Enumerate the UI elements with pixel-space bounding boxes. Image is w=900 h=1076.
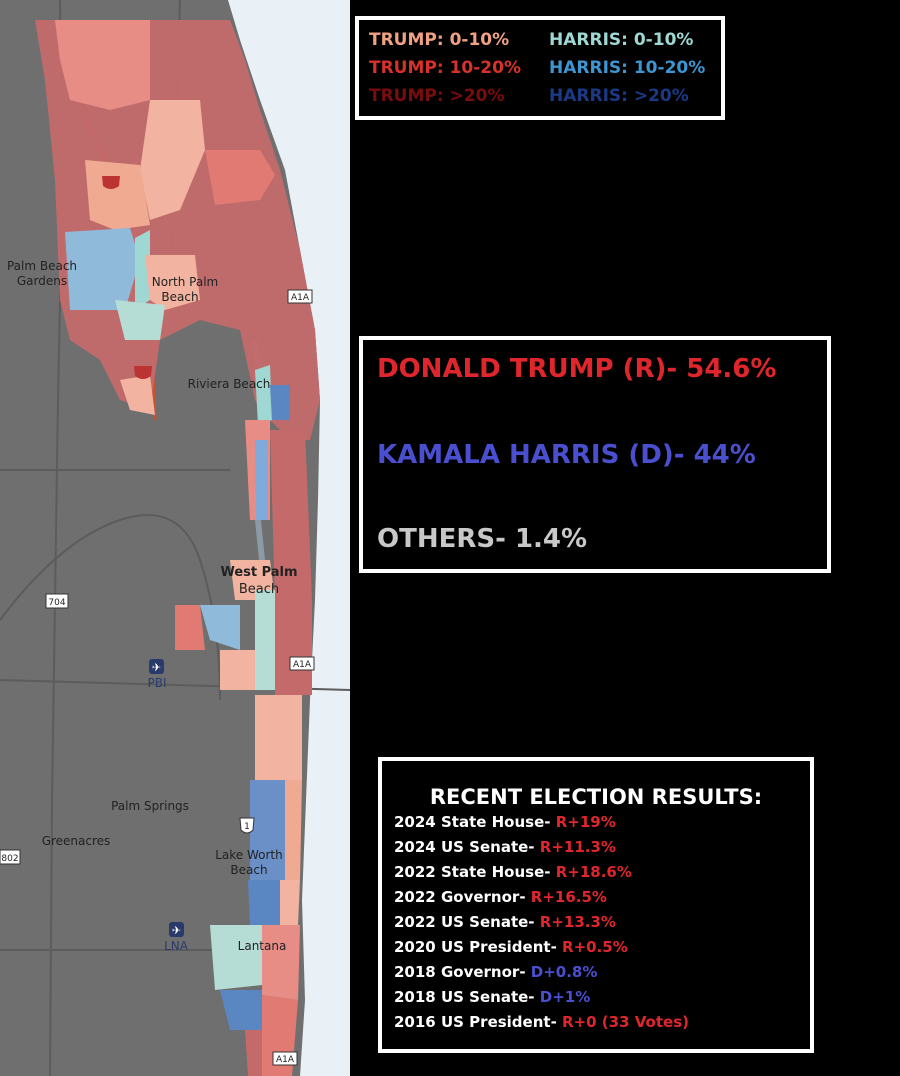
shield-704: 704	[45, 593, 69, 609]
svg-text:A1A: A1A	[276, 1055, 295, 1065]
legend-item: TRUMP: >20%	[369, 86, 505, 106]
race-margin: R+13.3%	[539, 913, 616, 931]
race-margin: D+0.8%	[530, 963, 598, 981]
svg-text:704: 704	[48, 598, 65, 608]
legend-item: TRUMP: 0-10%	[369, 30, 510, 50]
shield-a1a: A1A	[289, 656, 315, 671]
race-name: 2020 US President-	[394, 938, 557, 956]
result-row: 2018 US Senate- D+1%	[394, 988, 590, 1006]
trump-total: DONALD TRUMP (R)- 54.6%	[377, 354, 777, 384]
race-margin: D+1%	[539, 988, 591, 1006]
race-name: 2018 US Senate-	[394, 988, 535, 1006]
race-margin: R+16.5%	[530, 888, 607, 906]
label-greenacres: Greenacres	[42, 834, 111, 848]
label-west-palm-2: Beach	[239, 582, 279, 597]
race-name: 2016 US President-	[394, 1013, 557, 1031]
label-lna: LNA	[164, 939, 189, 953]
race-margin: R+0.5%	[562, 938, 628, 956]
race-name: 2022 US Senate-	[394, 913, 535, 931]
label-north-palm-1: North Palm	[152, 275, 218, 289]
precinct-map: Palm Beach Gardens North Palm Beach Rivi…	[0, 0, 350, 1076]
label-palm-beach-gardens-1: Palm Beach	[7, 259, 77, 273]
label-lake-worth-1: Lake Worth	[215, 848, 283, 862]
label-lantana: Lantana	[238, 939, 287, 953]
race-name: 2024 State House-	[394, 813, 551, 831]
race-margin: R+11.3%	[539, 838, 616, 856]
ocean	[228, 0, 350, 1076]
label-lake-worth-2: Beach	[230, 863, 267, 877]
airport-icon: ✈	[169, 922, 184, 937]
race-name: 2022 Governor-	[394, 888, 526, 906]
interstate-shield-icon	[134, 366, 152, 379]
result-row: 2018 Governor- D+0.8%	[394, 963, 597, 981]
label-palm-beach-gardens-2: Gardens	[17, 274, 67, 288]
label-west-palm-1: West Palm	[220, 565, 297, 580]
legend-item: HARRIS: 0-10%	[549, 30, 694, 50]
svg-text:✈: ✈	[172, 924, 181, 937]
vote-totals: DONALD TRUMP (R)- 54.6% KAMALA HARRIS (D…	[359, 336, 831, 573]
result-row: 2022 State House- R+18.6%	[394, 863, 632, 881]
label-palm-springs: Palm Springs	[111, 799, 189, 813]
svg-text:✈: ✈	[152, 661, 161, 674]
race-name: 2024 US Senate-	[394, 838, 535, 856]
result-row: 2022 Governor- R+16.5%	[394, 888, 607, 906]
race-margin: R+19%	[555, 813, 616, 831]
harris-total: KAMALA HARRIS (D)- 44%	[377, 440, 756, 470]
legend-item: HARRIS: >20%	[549, 86, 689, 106]
shield-802: 802	[0, 849, 21, 865]
others-total: OTHERS- 1.4%	[377, 524, 588, 554]
shield-us1: 1	[239, 817, 255, 834]
svg-text:1: 1	[244, 822, 250, 832]
svg-text:802: 802	[1, 854, 18, 864]
shield-a1a: A1A	[272, 1051, 298, 1066]
legend: TRUMP: 0-10% HARRIS: 0-10% TRUMP: 10-20%…	[355, 16, 725, 120]
result-row: 2016 US President- R+0 (33 Votes)	[394, 1013, 689, 1031]
race-margin: R+0 (33 Votes)	[562, 1013, 689, 1031]
shield-a1a: A1A	[287, 289, 313, 304]
svg-text:A1A: A1A	[293, 660, 312, 670]
precincts	[35, 20, 320, 1076]
label-riviera-beach: Riviera Beach	[188, 377, 271, 391]
label-pbi: PBI	[147, 676, 166, 690]
interstate-shield-icon	[102, 176, 120, 189]
airport-icon: ✈	[149, 659, 164, 674]
legend-item: HARRIS: 10-20%	[549, 58, 706, 78]
result-row: 2020 US President- R+0.5%	[394, 938, 628, 956]
recent-results: RECENT ELECTION RESULTS: 2024 State Hous…	[378, 757, 814, 1053]
recent-results-header: RECENT ELECTION RESULTS:	[429, 785, 763, 809]
race-margin: R+18.6%	[555, 863, 632, 881]
svg-text:A1A: A1A	[291, 293, 310, 303]
race-name: 2018 Governor-	[394, 963, 526, 981]
label-north-palm-2: Beach	[161, 290, 198, 304]
legend-item: TRUMP: 10-20%	[369, 58, 521, 78]
race-name: 2022 State House-	[394, 863, 551, 881]
result-row: 2024 State House- R+19%	[394, 813, 616, 831]
result-row: 2024 US Senate- R+11.3%	[394, 838, 616, 856]
result-row: 2022 US Senate- R+13.3%	[394, 913, 616, 931]
